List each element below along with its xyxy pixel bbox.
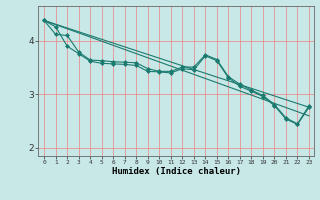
X-axis label: Humidex (Indice chaleur): Humidex (Indice chaleur) xyxy=(111,167,241,176)
